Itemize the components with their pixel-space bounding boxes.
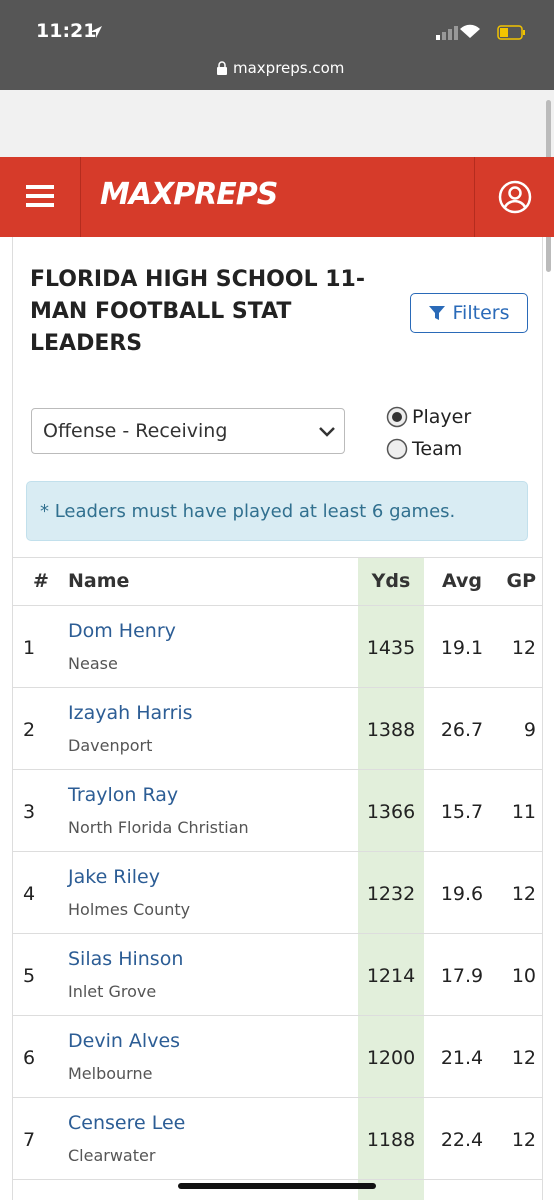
filter-icon: [428, 306, 445, 320]
site-header: MAXPREPS: [0, 157, 554, 237]
sorted-column-bg: [358, 557, 424, 1200]
player-name[interactable]: Jake Riley: [68, 866, 160, 888]
radio-label: Team: [412, 438, 463, 460]
average: 22.4: [440, 1129, 484, 1151]
chevron: [319, 427, 335, 437]
status-icons: [436, 24, 525, 40]
yards: 1232: [366, 883, 416, 905]
lock-icon: [217, 61, 227, 75]
filters-button[interactable]: Filters: [410, 293, 528, 333]
games: 12: [511, 637, 536, 659]
content-card: [12, 237, 543, 1200]
row-divider: [12, 851, 542, 852]
player-name[interactable]: Traylon Ray: [68, 784, 179, 806]
row-divider: [12, 769, 542, 770]
divider: [80, 157, 81, 237]
average: 15.7: [440, 801, 484, 823]
school: Clearwater: [68, 1146, 156, 1165]
school: Melbourne: [68, 1064, 153, 1083]
location-icon: [90, 26, 102, 38]
games: 12: [511, 1129, 536, 1151]
games: 9: [523, 719, 536, 741]
time: 11:21: [36, 20, 97, 42]
browser-gap: [0, 90, 554, 157]
rank: 5: [23, 965, 36, 987]
home-indicator: [178, 1183, 376, 1189]
rank: 6: [23, 1047, 36, 1069]
games: 12: [511, 1047, 536, 1069]
yards: 1435: [366, 637, 416, 659]
row-divider: [12, 933, 542, 934]
header-divider: [12, 557, 542, 558]
row-divider: [12, 687, 542, 688]
logo[interactable]: MAXPREPS: [100, 177, 278, 212]
games: 12: [511, 883, 536, 905]
url[interactable]: maxpreps.com: [233, 59, 345, 77]
divider: [474, 157, 475, 237]
page-title: FLORIDA HIGH SCHOOL 11-MAN FOOTBALL STAT…: [30, 267, 365, 356]
school: Davenport: [68, 736, 153, 755]
select-value: Offense - Receiving: [43, 420, 228, 442]
average: 17.9: [440, 965, 484, 987]
filters-label: Filters: [452, 302, 510, 324]
school: Nease: [68, 654, 118, 673]
radio-label: Player: [412, 406, 472, 428]
player-name[interactable]: Censere Lee: [68, 1112, 186, 1134]
rank: 7: [23, 1129, 36, 1151]
radio-icon: [386, 406, 408, 428]
rank: 3: [23, 801, 36, 823]
stat-select[interactable]: Offense - Receiving: [31, 408, 345, 454]
column-header: Yds: [371, 570, 411, 592]
games: 10: [511, 965, 536, 987]
yards: 1388: [366, 719, 416, 741]
column-header: Avg: [441, 570, 482, 592]
notice: * Leaders must have played at least 6 ga…: [26, 481, 528, 541]
rank: 4: [23, 883, 36, 905]
player-name[interactable]: Izayah Harris: [68, 702, 193, 724]
radio-icon: [386, 438, 408, 460]
column-header: GP: [506, 570, 536, 592]
yards: 1366: [366, 801, 416, 823]
school: Holmes County: [68, 900, 191, 919]
yards: 1188: [366, 1129, 416, 1151]
radio-team[interactable]: Team: [386, 438, 462, 460]
games: 11: [511, 801, 536, 823]
average: 19.1: [440, 637, 484, 659]
menu-button[interactable]: [26, 183, 56, 209]
player-name[interactable]: Devin Alves: [68, 1030, 181, 1052]
player-name[interactable]: Dom Henry: [68, 620, 176, 642]
school: North Florida Christian: [68, 818, 249, 837]
yards: 1214: [366, 965, 416, 987]
average: 26.7: [440, 719, 484, 741]
yards: 1200: [366, 1047, 416, 1069]
player-name[interactable]: Silas Hinson: [68, 948, 184, 970]
column-header: #: [33, 570, 49, 592]
radio-player[interactable]: Player: [386, 406, 471, 428]
rank: 1: [23, 637, 36, 659]
row-divider: [12, 605, 542, 606]
average: 19.6: [440, 883, 484, 905]
rank: 2: [23, 719, 36, 741]
average: 21.4: [440, 1047, 484, 1069]
row-divider: [12, 1179, 542, 1180]
status-bar: 11:21 maxpreps.com: [0, 0, 554, 90]
row-divider: [12, 1097, 542, 1098]
column-header: Name: [68, 570, 130, 592]
school: Inlet Grove: [68, 982, 157, 1001]
row-divider: [12, 1015, 542, 1016]
account-button[interactable]: [497, 179, 533, 215]
